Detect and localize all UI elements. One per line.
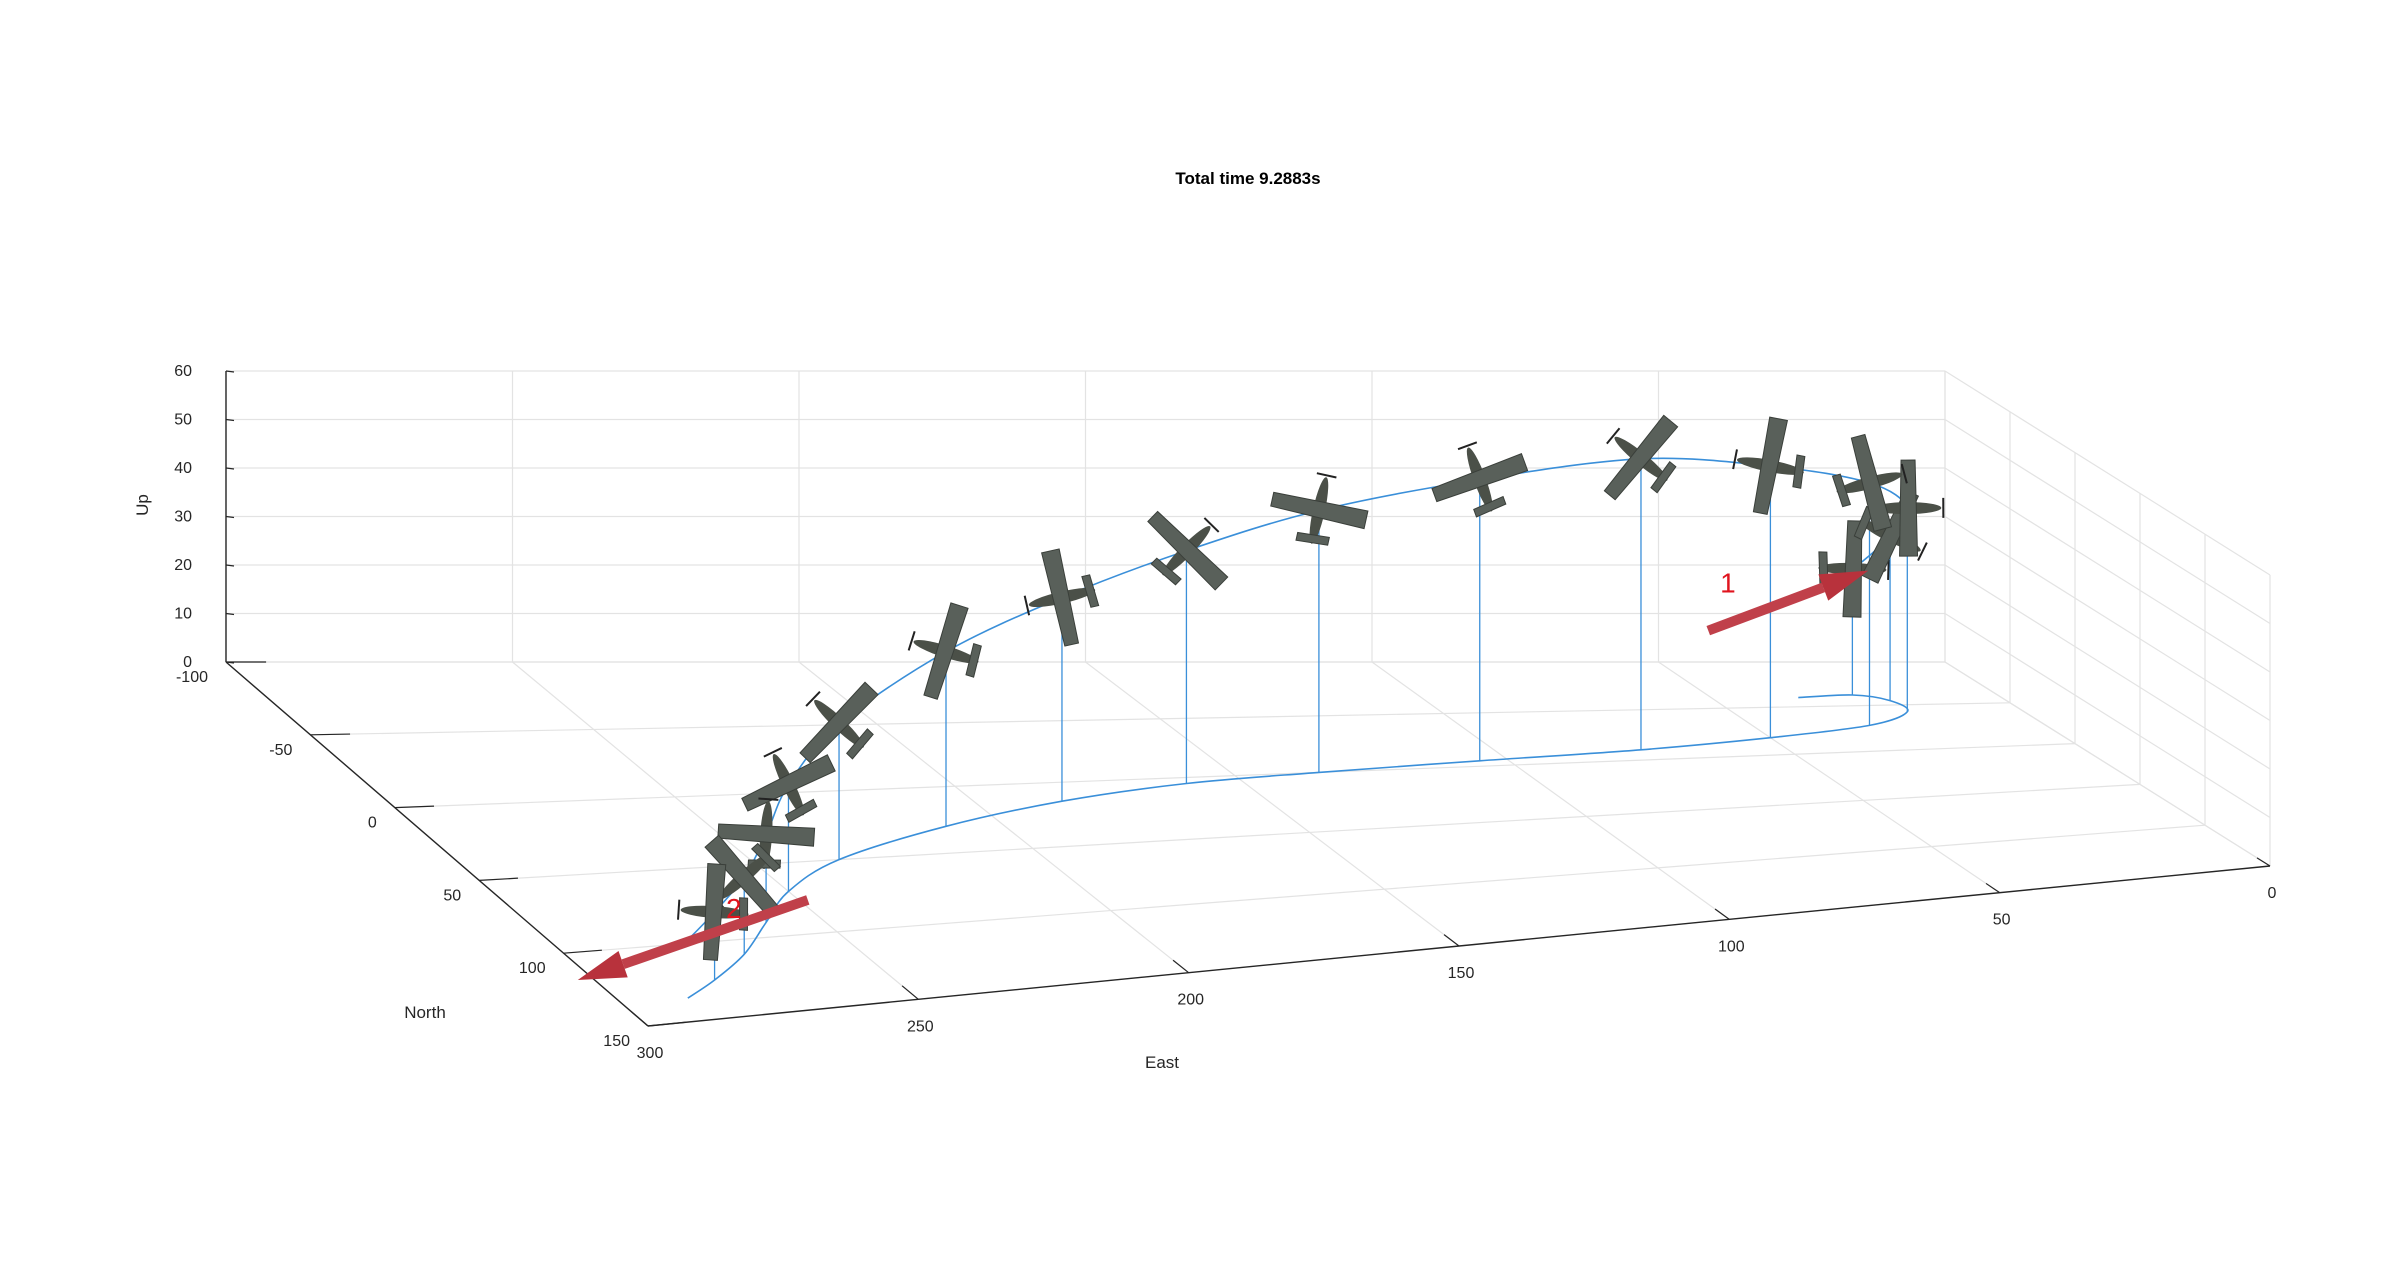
aircraft-model	[1422, 429, 1536, 528]
propeller	[764, 748, 782, 757]
aircraft-model	[730, 731, 847, 836]
y-tick-label: 100	[519, 960, 546, 977]
aircraft-model	[1016, 543, 1106, 652]
axes	[226, 371, 2270, 1026]
x-tick-mark	[631, 1011, 648, 1026]
propeller	[1888, 560, 1889, 580]
y-axis-line	[226, 662, 648, 1026]
floor-gridline-north	[310, 703, 2010, 735]
x-tick-mark	[1173, 960, 1189, 972]
x-tick-mark	[1715, 909, 1729, 919]
side-wall-gridline-up	[1945, 517, 2270, 721]
y-tick-label: 0	[368, 815, 377, 832]
z-tick-label: 30	[174, 509, 192, 526]
x-tick-label: 300	[637, 1045, 664, 1062]
arrows: 12	[578, 567, 1868, 980]
arrow-head	[578, 951, 628, 980]
y-tick-mark	[564, 950, 602, 953]
y-tick-mark	[310, 734, 350, 735]
aircraft-model	[780, 664, 897, 782]
y-tick-label: -100	[176, 669, 208, 686]
x-tick-label: 0	[2268, 885, 2277, 902]
aircraft-model	[1265, 465, 1374, 554]
propeller	[758, 799, 778, 800]
propeller	[1918, 543, 1927, 561]
propeller	[1458, 442, 1477, 449]
aircraft-model	[1128, 491, 1246, 608]
x-tick-label: 150	[1448, 965, 1475, 982]
side-wall-gridline-up	[1945, 371, 2270, 575]
side-wall-gridline-up	[1945, 420, 2270, 624]
y-axis-label: North	[404, 1003, 446, 1022]
aircraft-model	[1726, 412, 1813, 520]
side-wall-gridline-up	[1945, 468, 2270, 672]
floor-gridline-north	[395, 744, 2075, 808]
propeller	[1733, 449, 1737, 469]
z-tick-label: 60	[174, 363, 192, 380]
y-tick-mark	[395, 806, 434, 807]
x-tick-label: 50	[1993, 912, 2011, 929]
wing	[1146, 510, 1227, 590]
floor-gridline-east	[1086, 662, 1460, 946]
y-tick-label: -50	[269, 742, 292, 759]
z-axis-label: Up	[133, 494, 152, 516]
floor-gridline-east	[1372, 662, 1729, 919]
propeller	[678, 900, 679, 920]
x-tick-label: 100	[1718, 938, 1745, 955]
z-tick-label: 10	[174, 606, 192, 623]
floor-gridline-east	[1659, 662, 2000, 893]
y-tick-label: 50	[443, 887, 461, 904]
chart-title: Total time 9.2883s	[1175, 169, 1320, 188]
propeller	[909, 631, 915, 650]
propeller	[1317, 473, 1337, 477]
z-tick-label: 40	[174, 460, 192, 477]
side-wall-gridline-up	[1945, 662, 2270, 866]
x-axis-label: East	[1145, 1053, 1179, 1072]
x-tick-mark	[1444, 935, 1459, 946]
x-tick-mark	[1986, 883, 2000, 892]
annotation-label: 2	[726, 893, 742, 924]
x-tick-mark	[902, 986, 918, 999]
x-tick-mark	[2257, 858, 2270, 866]
x-tick-label: 250	[907, 1018, 934, 1035]
y-tick-label: 150	[603, 1033, 630, 1050]
x-tick-label: 200	[1177, 992, 1204, 1009]
wing	[799, 682, 878, 764]
grid	[226, 371, 2270, 1026]
side-wall-gridline-up	[1945, 614, 2270, 818]
z-tick-label: 50	[174, 412, 192, 429]
aircraft-models	[675, 399, 1943, 962]
z-tick-label: 0	[183, 654, 192, 671]
y-tick-mark	[479, 878, 518, 880]
side-wall-gridline-up	[1945, 565, 2270, 769]
z-tick-label: 20	[174, 557, 192, 574]
annotation-label: 1	[1720, 567, 1736, 598]
y-tick-mark	[648, 1022, 686, 1026]
aircraft-model	[897, 595, 993, 708]
wing	[718, 822, 815, 846]
